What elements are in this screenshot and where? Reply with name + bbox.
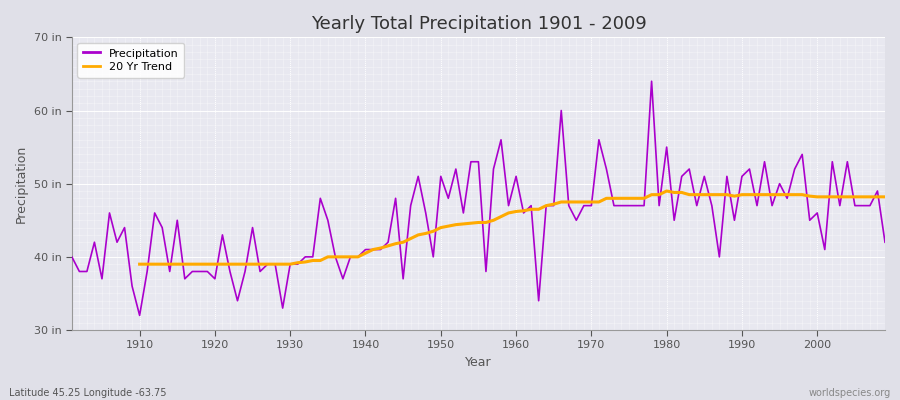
Y-axis label: Precipitation: Precipitation <box>15 144 28 223</box>
Text: worldspecies.org: worldspecies.org <box>809 388 891 398</box>
Legend: Precipitation, 20 Yr Trend: Precipitation, 20 Yr Trend <box>77 43 184 78</box>
X-axis label: Year: Year <box>465 356 491 369</box>
Title: Yearly Total Precipitation 1901 - 2009: Yearly Total Precipitation 1901 - 2009 <box>310 15 646 33</box>
Text: Latitude 45.25 Longitude -63.75: Latitude 45.25 Longitude -63.75 <box>9 388 166 398</box>
